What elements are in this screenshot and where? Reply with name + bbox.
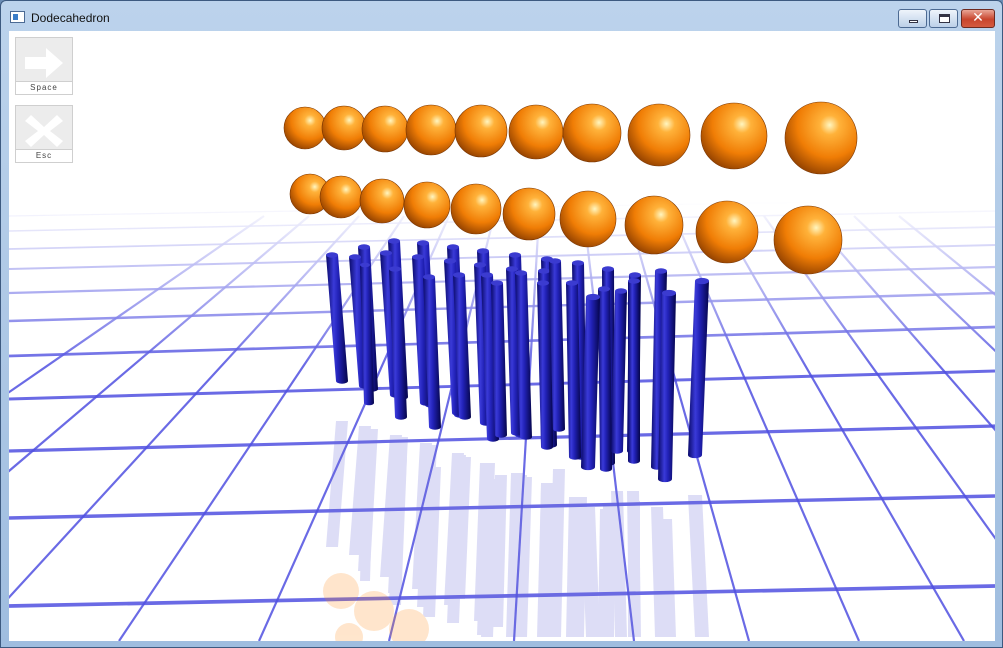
minimize-button[interactable] [898,9,927,28]
cylinder-reflection [651,507,667,637]
cylinder [537,280,553,450]
arrow-right-icon [25,48,63,78]
title-bar[interactable]: Dodecahedron ✕ [1,1,1002,31]
cylinder-reflection [688,495,709,637]
sphere [454,104,508,158]
cylinder-reflection [537,487,553,637]
sphere-reflection [354,591,394,631]
sphere [361,105,409,153]
cylinder [423,274,441,430]
cylinder-reflection [572,497,587,637]
cylinder-reflection [549,469,565,637]
cylinder-reflection [598,509,612,637]
cylinder-reflection [444,453,464,605]
esc-button[interactable]: Esc [15,105,73,163]
cylinder-reflection [380,435,402,577]
cylinder-reflection [326,421,348,547]
sphere-reflection [389,609,429,641]
cylinder [389,266,407,420]
sphere [405,104,457,156]
cylinder-reflection [658,519,676,637]
cylinder-reflection [509,475,527,637]
cylinder-reflection [474,463,492,621]
cylinder [515,270,532,440]
cylinder [688,277,709,459]
sphere [695,200,759,264]
cylinder [360,262,374,406]
cylinder [598,286,612,472]
space-button-label: Space [16,81,72,94]
sphere [784,101,858,175]
cylinder-reflection [581,507,600,637]
3d-viewport[interactable]: Space Esc [9,31,995,641]
sphere [624,195,684,255]
maximize-button[interactable] [929,9,958,28]
cylinder-reflection [447,455,466,623]
sphere [502,187,556,241]
sphere [403,181,451,229]
cylinder-reflection [360,443,374,581]
cylinder-reflection [388,437,408,593]
cylinder-reflection [417,445,437,607]
cylinder-reflection [481,479,499,637]
cylinder-reflection [491,475,507,627]
cylinder [628,278,640,464]
cylinder-reflection [566,497,581,637]
close-button[interactable]: ✕ [961,9,995,28]
close-icon: ✕ [972,10,984,26]
maximize-icon [939,14,950,23]
sphere [508,104,564,160]
app-icon [10,11,25,23]
cylinder-reflection [453,457,471,599]
sphere-rows [283,101,858,275]
cylinder-reflection [538,483,553,637]
minimize-icon [909,20,918,23]
cylinder-reflection [602,503,615,637]
cylinder-reflection [611,491,627,637]
sphere-reflection [335,623,363,641]
sphere [559,190,617,248]
cylinder-reflection [477,463,495,635]
sphere [562,103,622,163]
cylinder [549,258,565,432]
cylinder [491,280,507,438]
sphere [627,103,691,167]
cylinder-reflection [541,485,557,637]
sphere [321,105,367,151]
sphere [450,183,502,235]
cylinder-reflection [358,429,378,571]
cylinder-reflection [423,467,441,617]
cylinder-reflection [349,426,371,555]
cylinder-reflection [389,457,407,605]
cylinder-reflection [628,501,640,637]
cylinder-array [326,238,709,483]
cylinder-reflection [412,443,432,589]
sphere [700,102,768,170]
scene-canvas [9,31,995,641]
cylinder-reflection [506,473,523,637]
cylinder [453,272,471,420]
cylinder [566,280,581,460]
cylinder [611,288,627,454]
window-title: Dodecahedron [31,11,110,25]
sphere [773,205,843,275]
cylinder [581,293,600,471]
cylinder-reflection [515,477,532,637]
sphere [359,178,405,224]
space-button[interactable]: Space [15,37,73,95]
sphere [319,175,363,219]
esc-button-label: Esc [16,149,72,162]
cylinder-reflection [627,491,641,637]
cylinder [658,289,676,483]
floor-reflection [323,421,709,641]
cylinder [326,252,348,384]
x-icon [25,115,63,147]
sphere-reflection [323,573,359,609]
sphere [283,106,327,150]
